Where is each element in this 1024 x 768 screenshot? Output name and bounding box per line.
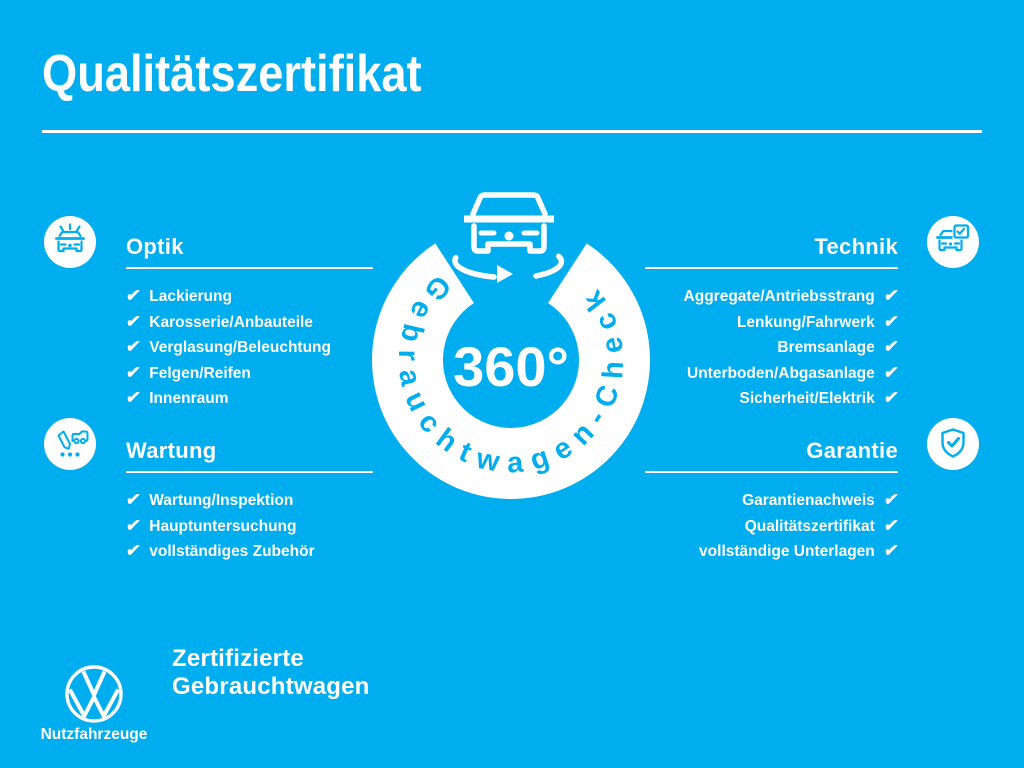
page-title: Qualitätszertifikat bbox=[42, 45, 422, 103]
check-icon: ✔ bbox=[882, 362, 900, 382]
checklist-item: ✔ Karosserie/Anbauteile bbox=[124, 310, 373, 336]
service-pen-icon bbox=[57, 430, 89, 457]
item-label: Felgen/Reifen bbox=[149, 364, 251, 382]
optik-icon-badge bbox=[44, 216, 96, 268]
item-label: Innenraum bbox=[149, 390, 229, 407]
checklist-item: ✔ Innenraum bbox=[124, 386, 373, 412]
360-value: 360° bbox=[453, 335, 569, 398]
section-wartung-title: Wartung bbox=[126, 438, 217, 463]
check-icon: ✔ bbox=[124, 286, 142, 305]
check-icon: ✔ bbox=[124, 311, 142, 331]
check-icon: ✔ bbox=[882, 388, 900, 407]
check-icon: ✔ bbox=[882, 490, 900, 509]
check-icon: ✔ bbox=[124, 490, 142, 509]
section-optik: Optik ✔ Lackierung ✔ Karosserie/Anbauteile… bbox=[124, 234, 373, 412]
section-wartung: Wartung ✔ Wartung/Inspektion ✔ Hauptunters… bbox=[124, 438, 373, 565]
check-icon: ✔ bbox=[882, 541, 900, 560]
checklist-item: ✔ Hauptuntersuchung bbox=[124, 514, 373, 540]
section-technik: Technik Aggregate/Antriebsstrang ✔ Lenkun… bbox=[645, 234, 900, 412]
checklist-item: ✔ Lackierung bbox=[124, 284, 373, 310]
section-wartung-list: ✔ Wartung/Inspektion ✔ Hauptuntersuchung ✔… bbox=[124, 488, 373, 565]
item-label: Unterboden/Abgasanlage bbox=[687, 364, 875, 382]
section-technik-underline bbox=[645, 267, 898, 269]
ring-arc bbox=[372, 243, 650, 499]
title-divider bbox=[42, 130, 982, 133]
shield-check-icon bbox=[941, 428, 965, 458]
checklist-item: vollständige Unterlagen ✔ bbox=[645, 539, 900, 565]
check-icon: ✔ bbox=[124, 388, 142, 407]
car-checklist-icon bbox=[936, 223, 971, 252]
section-garantie-title: Garantie bbox=[806, 438, 898, 463]
brand-claim-line1: Zertifizierte bbox=[172, 645, 304, 672]
wartung-icon-badge bbox=[44, 418, 96, 470]
technik-icon-badge bbox=[927, 216, 979, 268]
checklist-item: Unterboden/Abgasanlage ✔ bbox=[645, 361, 900, 387]
item-label: Wartung/Inspektion bbox=[149, 492, 294, 509]
item-label: Lackierung bbox=[149, 288, 232, 305]
360-check-ring: Gebrauchtwagen-Check 360° bbox=[372, 192, 650, 499]
checklist-item: ✔ Wartung/Inspektion bbox=[124, 488, 373, 514]
checklist-item: Sicherheit/Elektrik ✔ bbox=[645, 386, 900, 412]
garantie-icon-badge bbox=[927, 418, 979, 470]
check-icon: ✔ bbox=[124, 337, 142, 356]
section-garantie-underline bbox=[645, 471, 898, 473]
item-label: Hauptuntersuchung bbox=[149, 517, 297, 535]
item-label: Qualitätszertifikat bbox=[744, 517, 875, 535]
section-technik-list: Aggregate/Antriebsstrang ✔ Lenkung/Fahrwe… bbox=[645, 284, 900, 412]
check-icon: ✔ bbox=[882, 515, 900, 535]
vw-logo-icon bbox=[65, 665, 123, 723]
item-label: Garantienachweis bbox=[742, 492, 875, 509]
check-icon: ✔ bbox=[124, 541, 142, 560]
car-rotation-icon bbox=[452, 192, 565, 283]
brand-claim: Zertifizierte Gebrauchtwagen bbox=[172, 645, 370, 701]
checklist-item: Bremsanlage ✔ bbox=[645, 335, 900, 361]
checklist-item: Garantienachweis ✔ bbox=[645, 488, 900, 514]
check-icon: ✔ bbox=[882, 311, 900, 331]
item-label: vollständige Unterlagen bbox=[699, 543, 875, 560]
item-label: Sicherheit/Elektrik bbox=[739, 390, 875, 407]
checklist-item: Lenkung/Fahrwerk ✔ bbox=[645, 310, 900, 336]
section-garantie: Garantie Garantienachweis ✔ Qualitätszert… bbox=[645, 438, 900, 565]
check-icon: ✔ bbox=[124, 515, 142, 535]
sparkling-car-icon bbox=[55, 223, 85, 253]
section-wartung-underline bbox=[126, 471, 373, 473]
checklist-item: Aggregate/Antriebsstrang ✔ bbox=[645, 284, 900, 310]
item-label: Karosserie/Anbauteile bbox=[149, 313, 313, 331]
checklist-item: ✔ vollständiges Zubehör bbox=[124, 539, 373, 565]
check-icon: ✔ bbox=[124, 362, 142, 382]
check-icon: ✔ bbox=[882, 286, 900, 305]
section-optik-title: Optik bbox=[126, 234, 184, 259]
checklist-item: Qualitätszertifikat ✔ bbox=[645, 514, 900, 540]
item-label: Aggregate/Antriebsstrang bbox=[683, 288, 875, 305]
checklist-item: ✔ Verglasung/Beleuchtung bbox=[124, 335, 373, 361]
logo-caption: Nutzfahrzeuge bbox=[40, 726, 148, 743]
item-label: Bremsanlage bbox=[777, 339, 875, 356]
section-garantie-list: Garantienachweis ✔ Qualitätszertifikat ✔ v… bbox=[645, 488, 900, 565]
section-optik-list: ✔ Lackierung ✔ Karosserie/Anbauteile ✔ Verg… bbox=[124, 284, 373, 412]
item-label: Verglasung/Beleuchtung bbox=[149, 339, 331, 356]
item-label: vollständiges Zubehör bbox=[149, 543, 315, 560]
item-label: Lenkung/Fahrwerk bbox=[736, 313, 875, 331]
check-icon: ✔ bbox=[882, 337, 900, 356]
section-technik-title: Technik bbox=[814, 234, 898, 259]
checklist-item: ✔ Felgen/Reifen bbox=[124, 361, 373, 387]
brand-claim-line2: Gebrauchtwagen bbox=[172, 673, 370, 700]
section-optik-underline bbox=[126, 267, 373, 269]
